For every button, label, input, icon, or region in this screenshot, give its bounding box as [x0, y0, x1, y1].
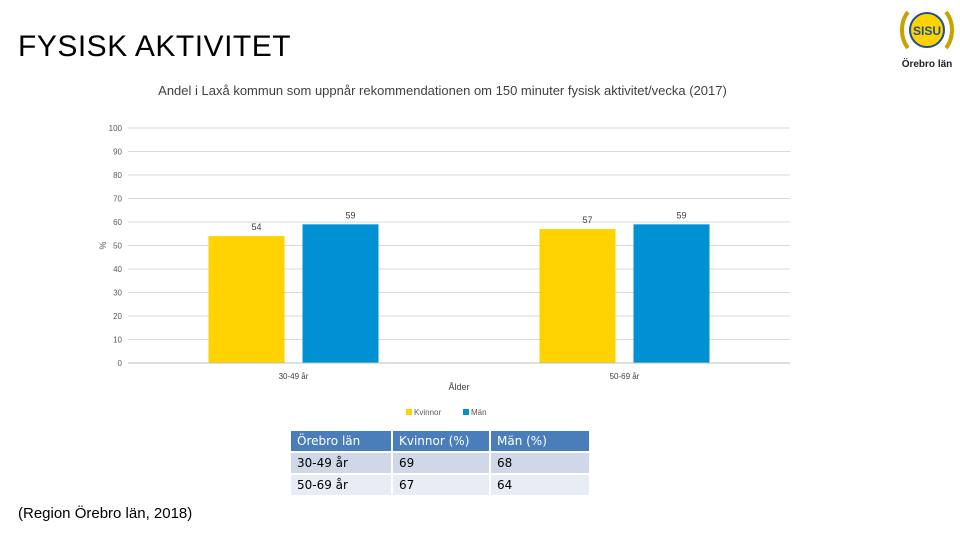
stats-table: Örebro län Kvinnor (%) Män (%) 30-49 år …	[289, 429, 591, 497]
y-tick-label: 0	[118, 359, 123, 368]
data-label: 59	[345, 210, 355, 220]
y-tick-label: 80	[113, 171, 122, 180]
legend-entry: Män	[471, 408, 487, 417]
y-tick-label: 50	[113, 242, 122, 251]
legend-swatch	[406, 409, 412, 415]
chart-title: Andel i Laxå kommun som uppnår rekommend…	[158, 83, 727, 98]
table-header-cell: Örebro län	[291, 431, 391, 451]
page-title: FYSISK AKTIVITET	[18, 30, 292, 63]
source-citation: (Region Örebro län, 2018)	[18, 505, 193, 522]
table-cell: 30-49 år	[291, 453, 391, 473]
legend-entry: Kvinnor	[414, 408, 441, 417]
logo-badge-text: SISU	[913, 24, 941, 38]
table-row: 30-49 år 69 68	[291, 453, 589, 473]
bar	[302, 224, 379, 363]
y-axis-label: %	[98, 241, 108, 249]
table-header-cell: Kvinnor (%)	[393, 431, 489, 451]
x-tick-label: 30-49 år	[279, 372, 309, 381]
y-tick-label: 40	[113, 265, 122, 274]
y-tick-label: 60	[113, 218, 122, 227]
x-axis-label: Ålder	[448, 382, 469, 392]
y-tick-label: 90	[113, 148, 122, 157]
table-cell: 68	[491, 453, 589, 473]
table-row: 50-69 år 67 64	[291, 475, 589, 495]
bar	[208, 236, 285, 363]
bar	[633, 224, 710, 363]
data-label: 59	[676, 210, 686, 220]
table-header-cell: Män (%)	[491, 431, 589, 451]
y-tick-label: 10	[113, 336, 122, 345]
y-tick-label: 30	[113, 289, 122, 298]
data-label: 54	[251, 222, 261, 232]
table-cell: 69	[393, 453, 489, 473]
logo: SISU Örebro län	[898, 4, 956, 74]
x-tick-label: 50-69 år	[610, 372, 640, 381]
logo-caption: Örebro län	[901, 59, 953, 70]
table-cell: 67	[393, 475, 489, 495]
sisu-wreath-logo-icon: SISU	[900, 10, 954, 50]
y-tick-label: 20	[113, 312, 122, 321]
bar	[539, 229, 616, 363]
y-tick-label: 100	[109, 124, 123, 133]
table-cell: 50-69 år	[291, 475, 391, 495]
legend-swatch	[463, 409, 469, 415]
table-header-row: Örebro län Kvinnor (%) Män (%)	[291, 431, 589, 451]
data-label: 57	[582, 215, 592, 225]
table-cell: 64	[491, 475, 589, 495]
y-tick-label: 70	[113, 195, 122, 204]
